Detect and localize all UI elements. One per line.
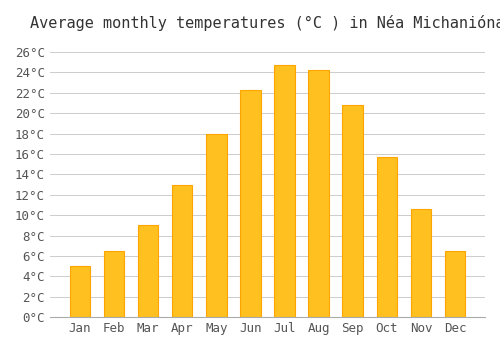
Bar [70,266,90,317]
Bar [445,251,465,317]
Bar [308,70,329,317]
Bar [104,251,124,317]
Bar [376,157,397,317]
Bar [240,90,260,317]
Bar [172,184,193,317]
Bar [206,134,227,317]
Title: Average monthly temperatures (°C ) in Néa Michanióna: Average monthly temperatures (°C ) in Né… [30,15,500,31]
Bar [138,225,158,317]
Bar [410,209,431,317]
Bar [342,105,363,317]
Bar [274,65,294,317]
